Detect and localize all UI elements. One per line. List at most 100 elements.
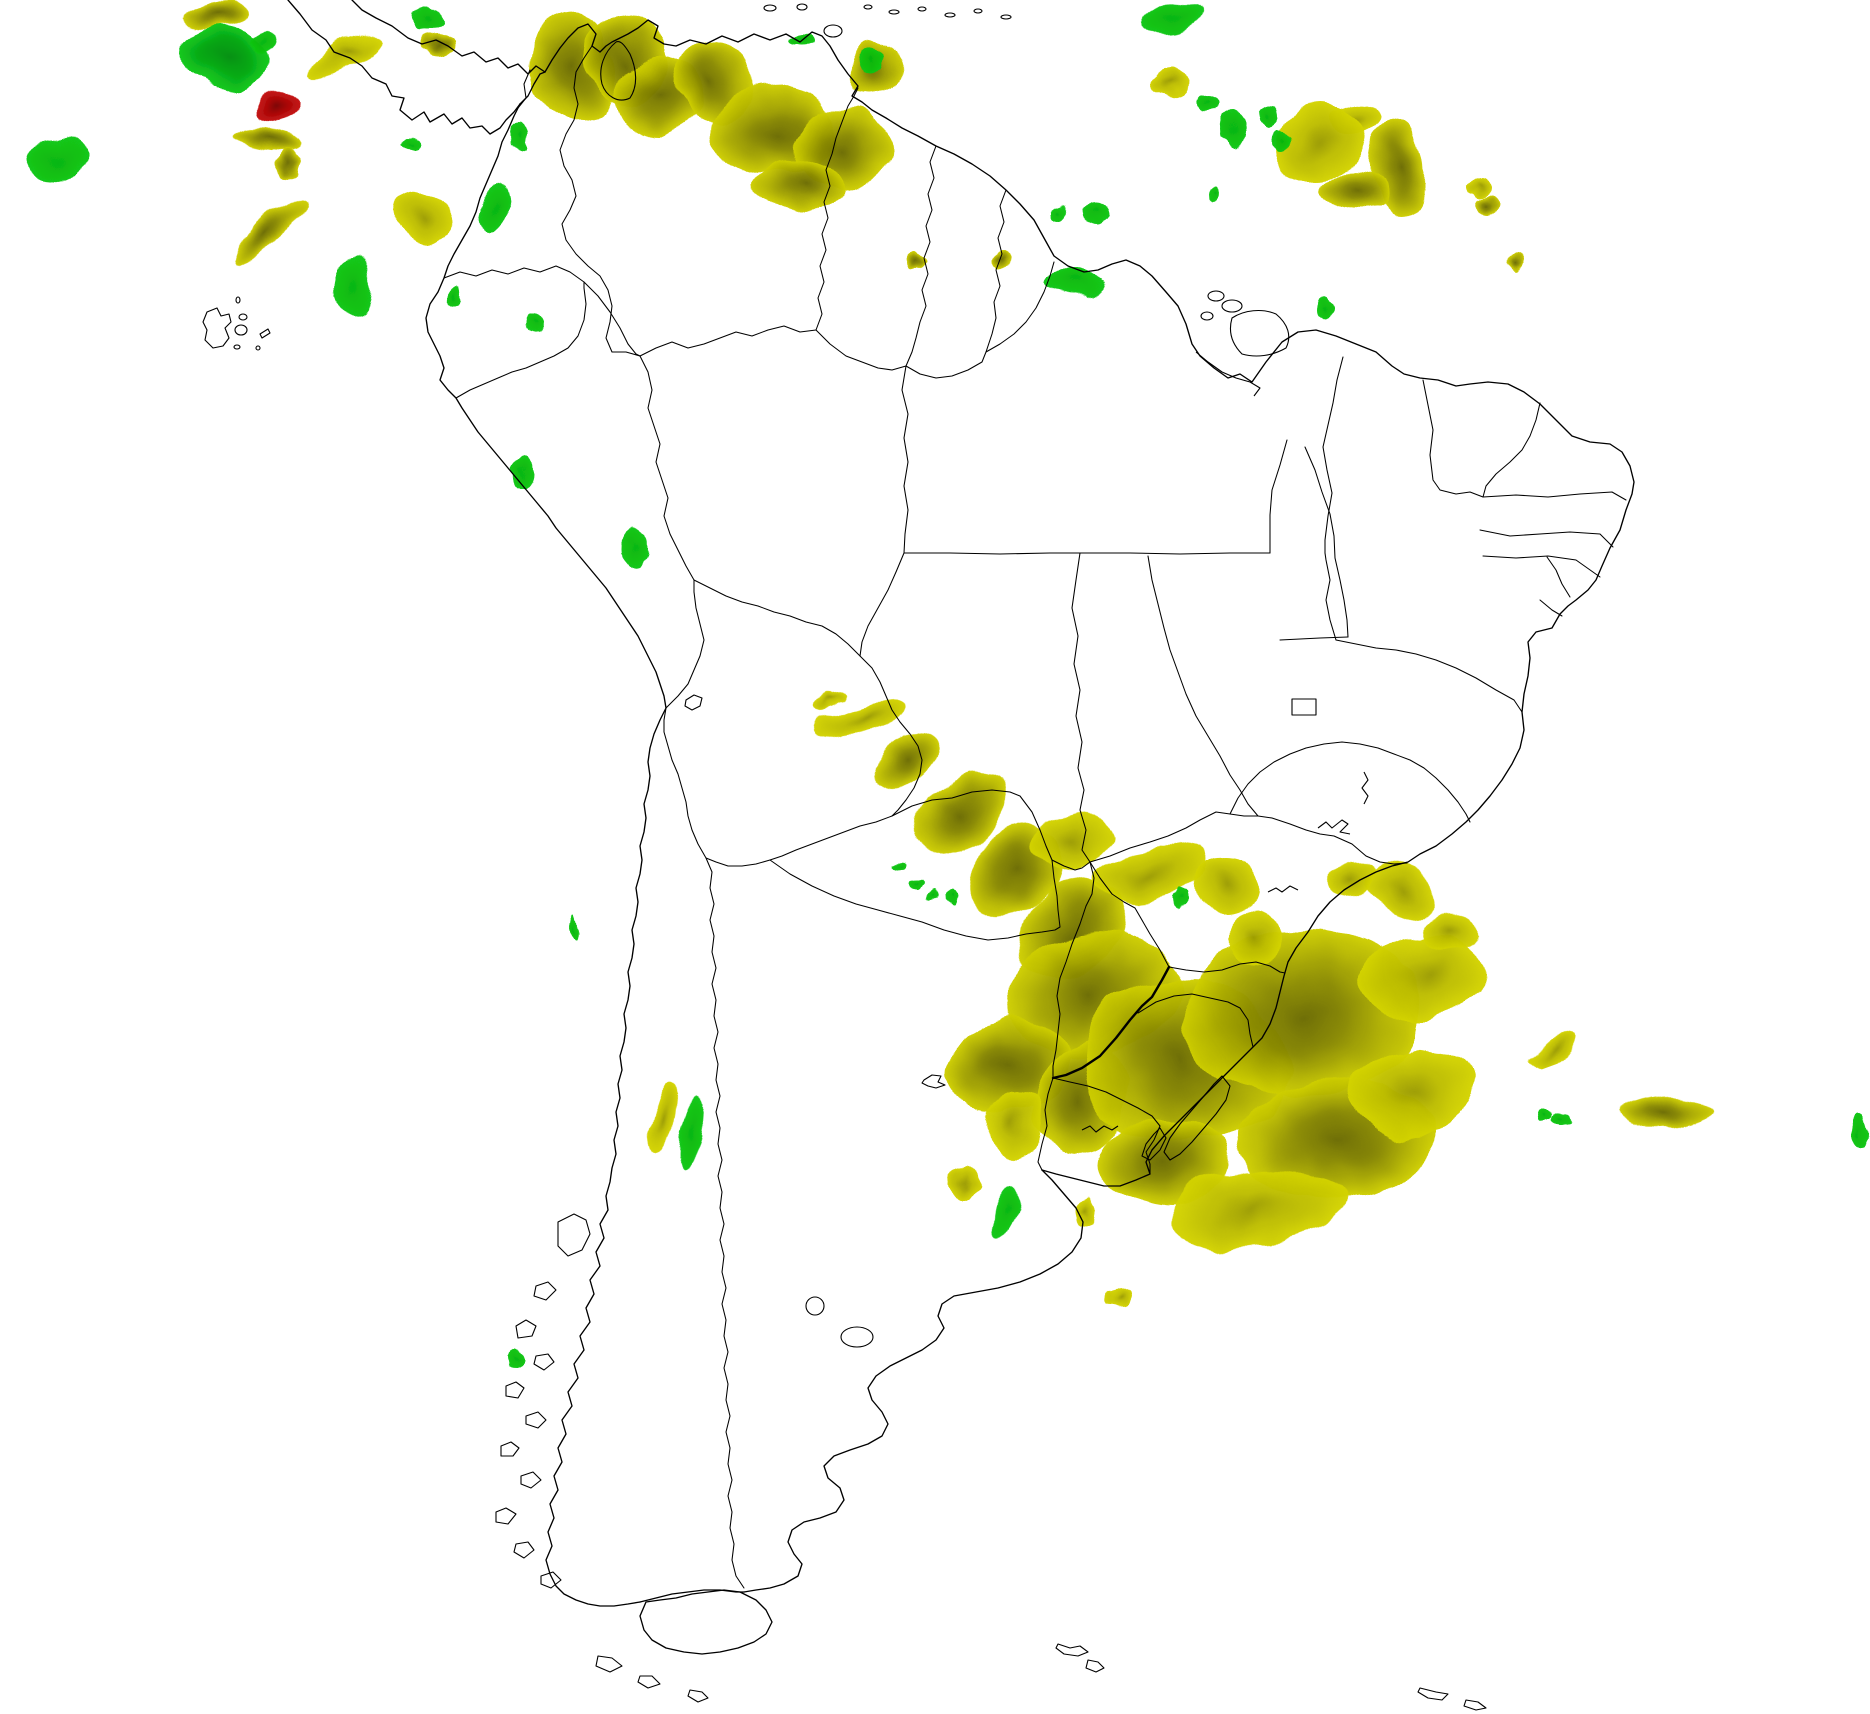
precip-cell-yellow-echo — [1467, 179, 1491, 197]
precip-cell-green-echo — [1143, 1, 1199, 39]
precip-cell-yellow-echo — [1106, 1287, 1134, 1307]
mirim-lagoon — [1141, 1127, 1167, 1161]
galapagos-islet-3 — [238, 313, 248, 321]
precip-cell-green-echo — [525, 312, 545, 332]
precip-cell-yellow-echo — [992, 1090, 1040, 1162]
caribbean-islet-1 — [763, 4, 777, 12]
fuegian-island-1 — [595, 1655, 623, 1673]
sp-reservoir-squiggle-3 — [1361, 771, 1369, 805]
south-georgia-2 — [1463, 1699, 1487, 1711]
precip-cell-green-echo — [928, 890, 940, 898]
state-border-ceara-rn — [1482, 402, 1541, 498]
precip-cell-green-echo — [1082, 203, 1110, 223]
precip-cell-yellow-echo-dense-core — [1476, 196, 1500, 216]
precip-cell-yellow-echo — [814, 691, 846, 709]
state-border-pernambuco-bahia — [1482, 555, 1601, 578]
border-guyana-brazil — [815, 329, 907, 371]
caribbean-islet-2 — [796, 3, 808, 11]
precip-cell-green-echo — [1258, 105, 1278, 127]
border-ecuador-peru — [455, 281, 587, 399]
precip-cell-yellow-echo — [1228, 912, 1288, 964]
precip-cell-green-echo — [248, 30, 276, 54]
fuegian-island-3 — [687, 1689, 709, 1703]
border-venezuela-guyana — [815, 87, 859, 331]
precip-cell-green-echo — [507, 1348, 525, 1366]
caribbean-islet-3 — [863, 4, 873, 10]
trinidad-island — [823, 24, 843, 38]
precip-cell-green-echo — [946, 888, 956, 904]
precip-cell-yellow-echo-dense-core — [1320, 176, 1380, 216]
state-border-goias-saopaulo — [1147, 555, 1259, 817]
precip-cell-yellow-echo — [1361, 870, 1443, 922]
state-border-sp-parana — [1089, 811, 1408, 865]
precip-cell-yellow-echo — [1524, 1035, 1572, 1061]
central-america-caribbean-coast — [351, 0, 546, 75]
patos-lagoon — [1163, 1075, 1231, 1161]
precip-cell-green-echo — [1317, 298, 1333, 320]
galapagos-islet-2 — [259, 328, 271, 339]
precip-cell-yellow-echo — [1095, 842, 1205, 902]
fjord-island-4 — [505, 1381, 525, 1399]
border-bolivia-brazil — [693, 579, 923, 817]
precip-cell-green-echo — [571, 916, 579, 940]
state-border-bahia-west — [1324, 552, 1337, 641]
fjord-island-7 — [520, 1471, 542, 1489]
tierra-del-fuego — [639, 1589, 773, 1655]
precip-cell-green-echo — [1851, 1116, 1869, 1148]
border-panama-colombia — [517, 69, 531, 109]
galapagos-islet-5 — [233, 344, 241, 350]
precip-cell-green-echo — [1172, 886, 1188, 908]
border-paraguay-brazil — [891, 789, 1091, 871]
precip-cell-green-echo — [447, 286, 463, 306]
state-border-rn-paraiba — [1482, 491, 1627, 501]
lake-titicaca — [684, 694, 703, 711]
precip-cell-yellow-echo — [948, 1166, 980, 1202]
precip-cell-green-echo — [512, 455, 534, 489]
precip-cell-green-echo — [857, 46, 885, 74]
precip-cell-yellow-echo — [1323, 863, 1373, 893]
border-bolivia-argentina — [705, 857, 771, 867]
state-border-piaui-ceara — [1422, 379, 1484, 498]
precip-cell-yellow-echo — [1363, 938, 1487, 1018]
atlantic-ring-island-1 — [805, 1296, 825, 1316]
uruguay-reservoir-squiggle — [1081, 1125, 1119, 1133]
state-border-sp-minas-rio — [1229, 741, 1471, 823]
precip-cell-green-echo — [477, 179, 505, 229]
border-colombia-venezuela — [559, 45, 641, 357]
precip-cell-green-echo — [509, 121, 527, 153]
caribbean-islet-5 — [917, 6, 927, 12]
border-french-guiana-brazil — [985, 261, 1055, 353]
state-border-amazonas-para — [901, 365, 909, 554]
border-guyana-suriname — [905, 145, 937, 367]
amazon-delta-islet-1 — [1207, 290, 1225, 302]
sp-reservoir-squiggle-2 — [1267, 885, 1299, 893]
brazil-state-borders — [859, 356, 1627, 1048]
precip-cell-yellow-echo — [1276, 100, 1364, 180]
sobradinho-reservoir — [1291, 698, 1317, 716]
caribbean-islet-6 — [944, 12, 956, 18]
galapagos-islet-6 — [255, 345, 261, 351]
precip-cell-green-echo — [986, 1187, 1014, 1241]
precip-cell-yellow-echo-dense-core — [235, 196, 297, 268]
precip-cell-yellow-echo-dense-core — [187, 2, 249, 32]
fuegian-island-2 — [637, 1675, 661, 1689]
state-border-rondonia-mt — [859, 552, 905, 657]
lakes-and-islands — [202, 3, 1487, 1711]
precip-cell-green-echo — [400, 139, 422, 151]
precip-cell-green-echo — [1551, 1111, 1573, 1125]
border-bolivia-chile — [663, 707, 707, 859]
precip-cell-yellow-echo — [1076, 1198, 1096, 1226]
precip-cell-yellow-echo — [1420, 917, 1480, 955]
lake-maracaibo — [600, 40, 637, 101]
precip-cell-green-echo — [1043, 273, 1103, 299]
border-argentina-brazil-uruguay-river — [1051, 965, 1171, 1080]
precip-cell-yellow-echo-dense-core — [920, 781, 1004, 855]
central-america-pacific-coast — [287, 0, 521, 135]
caribbean-islet-8 — [1000, 14, 1012, 20]
precip-cell-green-echo — [622, 528, 648, 568]
border-venezuela-brazil — [639, 325, 817, 357]
argentina-atlantic-coast — [743, 1169, 1084, 1593]
state-border-maranhao-para — [1322, 356, 1344, 554]
staten-islet-2 — [1085, 1659, 1105, 1673]
caribbean-islet-7 — [973, 8, 983, 14]
